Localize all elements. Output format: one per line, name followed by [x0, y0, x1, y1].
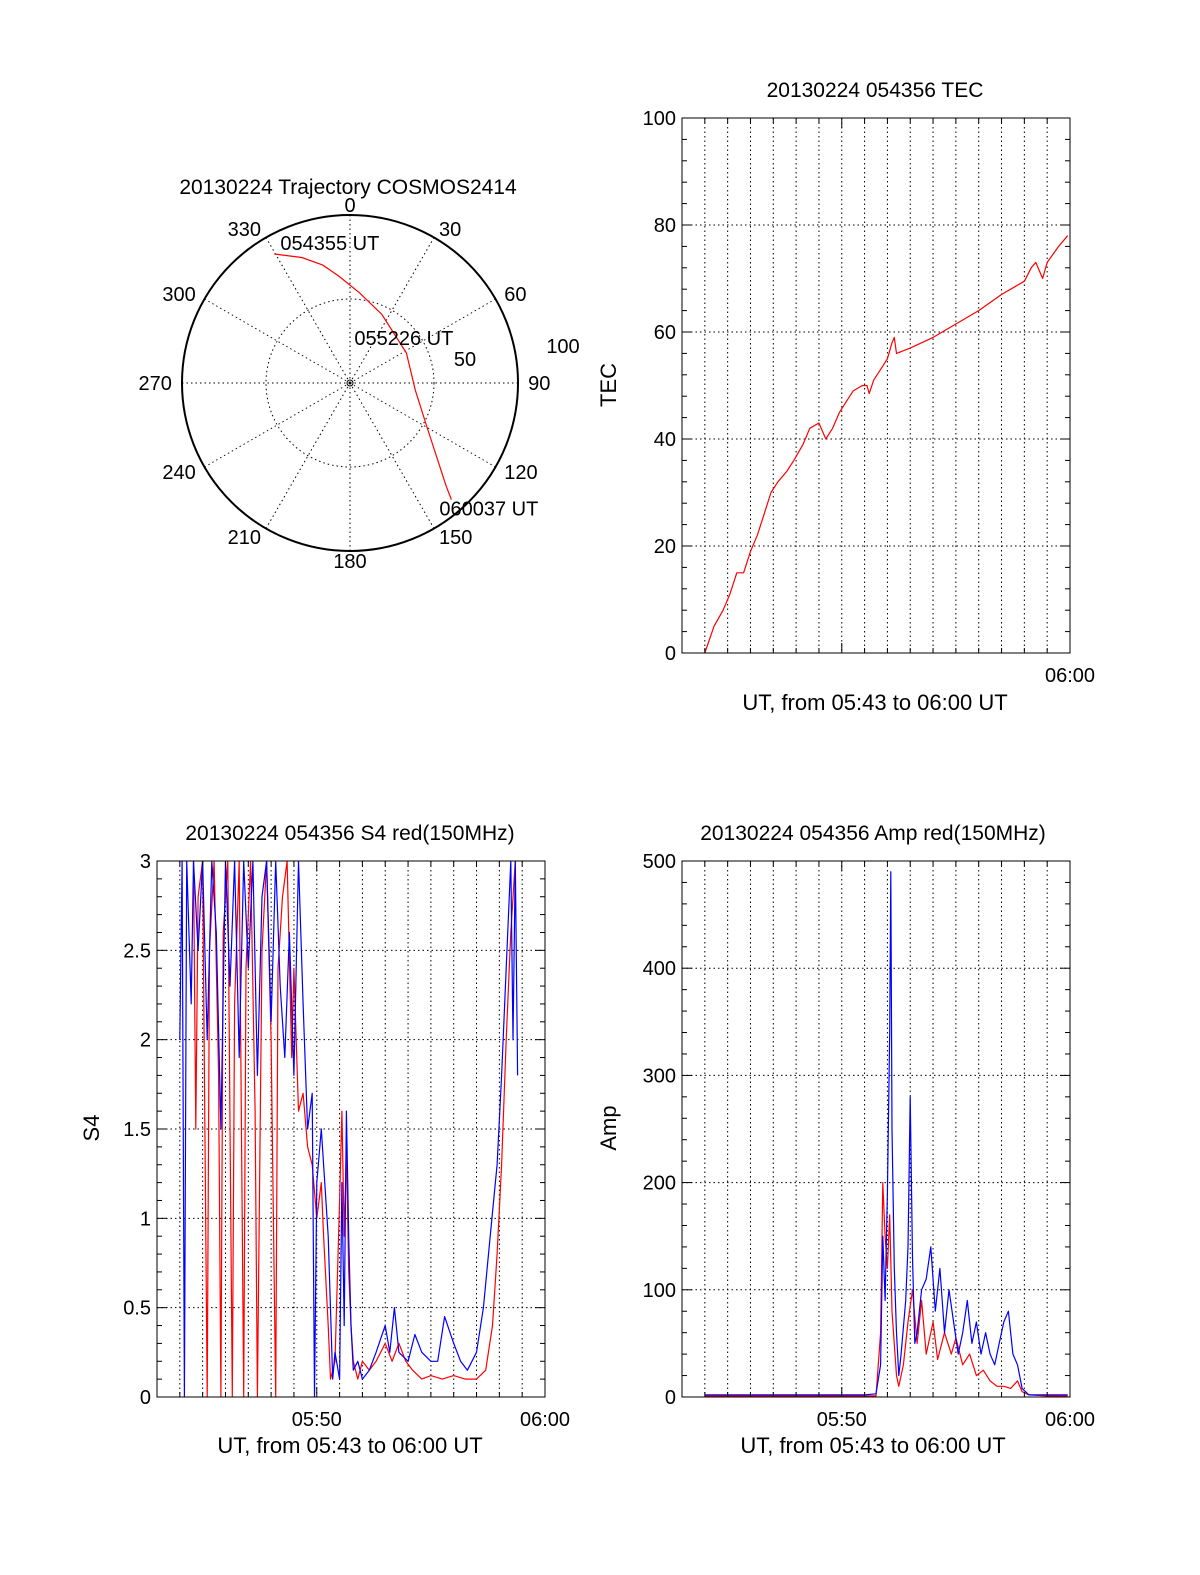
tec-x-axis-label: UT, from 05:43 to 06:00 UT	[742, 690, 1007, 715]
amp-y-tick-label: 0	[665, 1387, 676, 1409]
polar-angle-label-240: 240	[162, 462, 195, 484]
amp-series-line-0	[704, 1181, 1068, 1397]
tec-title: 20130224 054356 TEC	[767, 79, 984, 102]
polar-spoke-210	[265, 382, 351, 529]
amp-x-ticks: 05:50 06:00	[681, 861, 1095, 1431]
amp-chart: 20130224 054356 Amp red(150MHz) UT, from…	[596, 822, 1095, 1458]
s4-chart: 20130224 054356 S4 red(150MHz) UT, from …	[79, 822, 570, 1458]
polar-inner-ring	[265, 298, 435, 468]
tec-y-tick-label: 60	[654, 322, 676, 344]
tec-y-tick-label: 40	[654, 429, 676, 451]
trajectory-annotations: 054355 UT 055226 UT 060037 UT	[280, 233, 538, 521]
polar-spoke-330	[265, 237, 351, 384]
tec-frame	[681, 117, 1071, 654]
trajectory-time-label-2: 060037 UT	[439, 499, 538, 521]
polar-angle-labels: 0 30 60 90 120 150 180 210 240 270 300 330 50 100	[139, 195, 580, 573]
s4-grid	[157, 861, 545, 1397]
amp-y-axis-label: Amp	[596, 1105, 621, 1150]
amp-y-tick-label: 300	[643, 1065, 676, 1087]
trajectory-line-0	[274, 253, 452, 500]
tec-series	[704, 235, 1069, 653]
polar-center	[346, 379, 354, 387]
trajectory-title: 20130224 Trajectory COSMOS2414	[179, 176, 517, 199]
tec-y-tick-label: 20	[654, 536, 676, 558]
s4-x-tick-label: 05:50	[292, 1409, 342, 1431]
polar-angle-label-60: 60	[504, 284, 526, 306]
amp-grid	[682, 861, 1070, 1397]
amp-y-ticks: 0 100 200 300 400 500	[643, 851, 1070, 1409]
s4-y-tick-label: 0.5	[123, 1298, 151, 1320]
s4-y-tick-label: 3	[140, 851, 151, 873]
tec-chart: 20130224 054356 TEC UT, from 05:43 to 06…	[596, 79, 1095, 715]
amp-x-tick-label: 06:00	[1045, 1409, 1095, 1431]
amp-y-tick-label: 500	[643, 851, 676, 873]
polar-spoke-60	[349, 298, 496, 384]
amp-x-tick-label: 05:50	[817, 1409, 867, 1431]
polar-angle-label-30: 30	[439, 219, 461, 241]
s4-series	[179, 861, 519, 1397]
polar-angle-label-150: 150	[439, 527, 472, 549]
polar-angle-label-180: 180	[333, 551, 366, 573]
polar-angle-label-210: 210	[228, 527, 261, 549]
polar-spoke-150	[349, 382, 435, 529]
trajectory-time-label-1: 055226 UT	[354, 328, 453, 350]
polar-angle-label-270: 270	[139, 373, 172, 395]
trajectory-time-label-0: 054355 UT	[280, 233, 379, 255]
s4-y-ticks: 0 0.5 1 1.5 2 2.5 3	[123, 851, 545, 1409]
amp-y-tick-label: 100	[643, 1280, 676, 1302]
amp-series	[704, 871, 1068, 1397]
polar-spoke-240	[204, 382, 351, 468]
polar-angle-label-330: 330	[228, 219, 261, 241]
tec-y-tick-label: 0	[665, 643, 676, 665]
tec-x-ticks: 06:00	[681, 118, 1095, 687]
tec-grid	[682, 118, 1070, 653]
polar-grid	[181, 214, 519, 552]
s4-series-line-1	[179, 861, 519, 1397]
s4-title: 20130224 054356 S4 red(150MHz)	[185, 822, 514, 845]
polar-angle-label-90: 90	[528, 373, 550, 395]
polar-angle-label-300: 300	[162, 284, 195, 306]
polar-spoke-120	[349, 382, 496, 468]
s4-y-tick-label: 1.5	[123, 1119, 151, 1141]
s4-y-tick-label: 2.5	[123, 940, 151, 962]
amp-title: 20130224 054356 Amp red(150MHz)	[700, 822, 1046, 845]
trajectory-series	[274, 253, 452, 500]
s4-y-tick-label: 1	[140, 1208, 151, 1230]
s4-x-ticks: 05:50 06:00	[156, 861, 570, 1431]
polar-radial-label-100: 100	[546, 336, 579, 358]
amp-x-axis-label: UT, from 05:43 to 06:00 UT	[740, 1433, 1005, 1458]
tec-y-tick-label: 80	[654, 215, 676, 237]
s4-series-line-0	[192, 861, 516, 1397]
tec-series-line-0	[704, 235, 1069, 653]
tec-y-axis-label: TEC	[596, 363, 621, 407]
s4-y-tick-label: 2	[140, 1030, 151, 1052]
s4-x-tick-label: 06:00	[520, 1409, 570, 1431]
s4-y-axis-label: S4	[79, 1115, 104, 1142]
tec-y-ticks: 0 20 40 60 80 100	[643, 108, 1070, 665]
amp-series-line-1	[704, 871, 1068, 1396]
amp-y-tick-label: 200	[643, 1173, 676, 1195]
tec-x-tick-label: 06:00	[1045, 665, 1095, 687]
amp-y-tick-label: 400	[643, 958, 676, 980]
polar-angle-label-0: 0	[344, 195, 355, 217]
polar-spoke-30	[349, 237, 435, 384]
trajectory-polar-plot: 20130224 Trajectory COSMOS2414 0 30 60 90 12…	[139, 176, 580, 573]
polar-radial-label-50: 50	[454, 349, 476, 371]
s4-y-tick-label: 0	[140, 1387, 151, 1409]
tec-y-tick-label: 100	[643, 108, 676, 130]
polar-spoke-300	[204, 298, 351, 384]
s4-x-axis-label: UT, from 05:43 to 06:00 UT	[217, 1433, 482, 1458]
amp-frame	[681, 860, 1071, 1398]
polar-angle-label-120: 120	[504, 462, 537, 484]
